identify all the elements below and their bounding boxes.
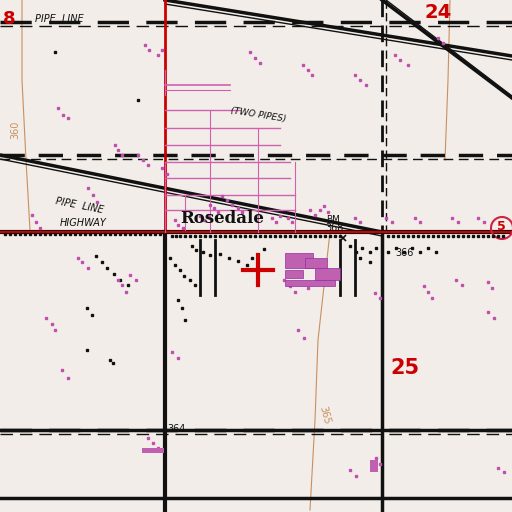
Bar [305, 258, 327, 268]
Bar [285, 253, 313, 268]
Text: PIPE  LINE: PIPE LINE [35, 14, 83, 24]
Text: 364: 364 [167, 424, 185, 434]
Text: 25: 25 [390, 358, 419, 378]
Text: 366: 366 [395, 248, 413, 258]
Bar [315, 268, 340, 280]
Bar [142, 448, 164, 453]
Text: 5: 5 [497, 220, 506, 233]
Text: BM: BM [326, 215, 340, 224]
Text: 360: 360 [10, 121, 20, 139]
Bar [285, 270, 303, 278]
Bar [285, 280, 335, 286]
Text: HIGHWAY: HIGHWAY [60, 218, 107, 228]
Text: PIPE  LINE: PIPE LINE [55, 196, 104, 215]
Text: 368: 368 [325, 223, 344, 233]
Text: 365: 365 [318, 405, 332, 425]
Text: 8: 8 [3, 10, 16, 28]
Text: Rosedale: Rosedale [180, 210, 264, 227]
Bar [370, 460, 378, 472]
Text: (TWO PIPES): (TWO PIPES) [230, 106, 287, 124]
Text: 24: 24 [425, 3, 452, 22]
